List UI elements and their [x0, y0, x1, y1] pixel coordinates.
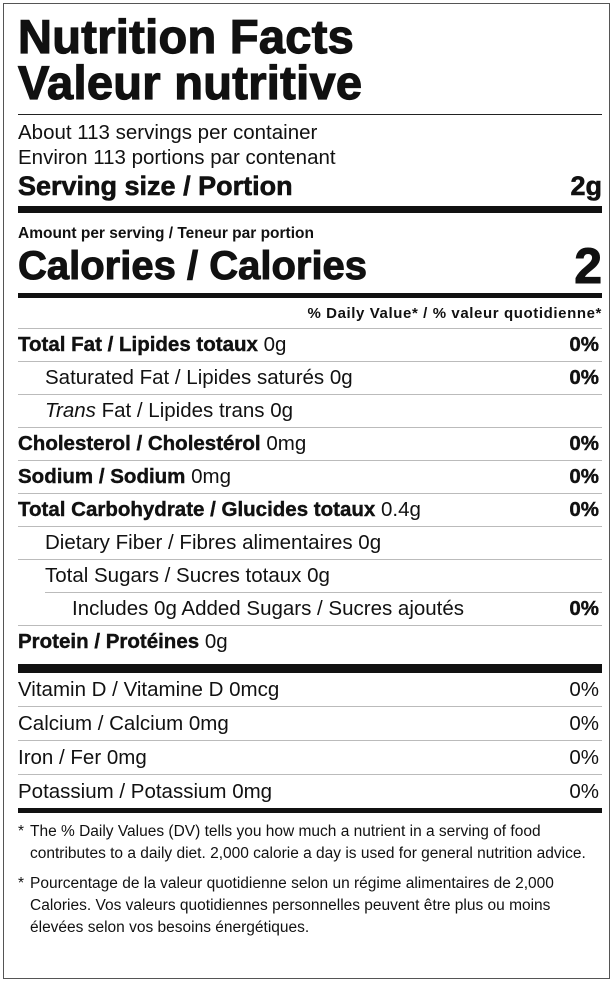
calories-value: 2: [574, 238, 603, 295]
nutrition-facts-label: Nutrition Facts Valeur nutritive About 1…: [17, 10, 603, 939]
footnote-text: The % Daily Values (DV) tells you how mu…: [30, 823, 586, 862]
footnote: * The % Daily Values (DV) tells you how m…: [18, 821, 602, 865]
label-border: [3, 3, 610, 979]
nutrient-amount: 0.4g: [381, 498, 421, 521]
nutrient-name: Cholesterol / Cholestérol: [18, 432, 261, 455]
thick-divider: [18, 808, 602, 813]
nutrient-row: Total Carbohydrate / Glucides totaux 0.4…: [18, 494, 602, 526]
vitamin-dv: 0%: [569, 711, 599, 735]
vitamin-row: Calcium / Calcium 0mg 0%: [18, 707, 602, 740]
nutrient-amount: 0g: [263, 333, 287, 356]
row-divider: [18, 774, 602, 775]
footnote-star: *: [18, 875, 25, 892]
title-en: Nutrition Facts: [17, 10, 355, 63]
nutrient-name: Includes 0g Added Sugars / Sucres ajouté…: [72, 597, 465, 620]
footnote-star: *: [18, 823, 25, 840]
thick-divider: [18, 206, 602, 213]
row-divider: [18, 427, 602, 428]
nutrient-amount: 0g: [307, 564, 330, 587]
nutrient-name: Dietary Fiber / Fibres alimentaires: [45, 531, 353, 554]
nutrient-dv: 0%: [569, 432, 599, 455]
row-divider: [45, 592, 602, 593]
serving-size-row: Serving size / Portion 2g: [18, 170, 603, 202]
nutrient-row: Includes 0g Added Sugars / Sucres ajouté…: [18, 593, 602, 625]
row-divider: [18, 706, 602, 707]
row-divider: [18, 559, 602, 560]
calories-label: Calories / Calories: [17, 243, 368, 288]
nutrient-dv: 0%: [569, 597, 599, 620]
amount-per-serving: Amount per serving / Teneur par portion: [18, 225, 314, 242]
nutrient-amount: 0mg: [266, 432, 307, 455]
vitamin-list: Vitamin D / Vitamine D 0mcg 0% Calcium / C…: [18, 673, 602, 808]
nutrient-name: Sodium / Sodium: [18, 465, 186, 488]
nutrient-dv: 0%: [569, 498, 599, 521]
footnote-text: Pourcentage de la valeur quotidienne sel…: [30, 875, 554, 936]
calories-row: Calories / Calories 2: [17, 238, 602, 295]
nutrient-dv: 0%: [569, 366, 599, 389]
nutrient-name: Total Carbohydrate / Glucides totaux: [18, 498, 376, 521]
footnotes: * The % Daily Values (DV) tells you how m…: [18, 821, 602, 939]
daily-value-header-text: % Daily Value* / % valeur quotidienne*: [307, 304, 602, 322]
thick-divider: [18, 664, 602, 673]
thick-divider: [18, 293, 602, 298]
servings-fr: Environ 113 portions par contenant: [18, 146, 336, 169]
row-divider: [18, 328, 602, 329]
nutrient-dv: 0%: [569, 333, 599, 356]
vitamin-row: Vitamin D / Vitamine D 0mcg 0%: [18, 673, 602, 706]
nutrient-dv: 0%: [569, 465, 599, 488]
row-divider: [18, 493, 602, 494]
vitamin-name: Potassium / Potassium 0mg: [18, 779, 273, 803]
nutrient-list: Total Fat / Lipides totaux 0g 0% Saturated…: [18, 328, 602, 658]
row-divider: [18, 394, 602, 395]
nutrient-amount: 0mg: [191, 465, 232, 488]
serving-size-value: 2g: [570, 170, 602, 201]
nutrient-row: Protein / Protéines 0g: [18, 626, 602, 658]
nutrient-row: Total Fat / Lipides totaux 0g 0%: [18, 329, 602, 361]
nutrient-name: Fat / Lipides trans: [101, 399, 265, 422]
servings-en: About 113 servings per container: [18, 121, 318, 144]
nutrient-name-italic: Trans: [45, 399, 96, 422]
vitamin-name: Calcium / Calcium 0mg: [18, 711, 229, 735]
vitamin-name: Iron / Fer 0mg: [18, 745, 147, 769]
nutrient-row: Trans Fat / Lipides trans 0g: [18, 395, 602, 427]
nutrient-row: Dietary Fiber / Fibres alimentaires 0g: [18, 527, 602, 559]
nutrient-row: Total Sugars / Sucres totaux 0g: [18, 560, 602, 592]
nutrient-row: Cholesterol / Cholestérol 0mg 0%: [18, 428, 602, 460]
vitamin-row: Iron / Fer 0mg 0%: [18, 741, 602, 774]
vitamin-dv: 0%: [569, 745, 599, 769]
vitamin-name: Vitamin D / Vitamine D 0mcg: [18, 677, 280, 701]
nutrient-name: Saturated Fat / Lipides saturés: [45, 366, 325, 389]
row-divider: [18, 526, 602, 527]
nutrient-name: Total Sugars / Sucres totaux: [45, 564, 302, 587]
vitamin-dv: 0%: [569, 779, 599, 803]
nutrient-name: Total Fat / Lipides totaux: [18, 333, 258, 356]
row-divider: [18, 740, 602, 741]
nutrient-amount: 0g: [358, 531, 382, 554]
title-fr: Valeur nutritive: [17, 56, 363, 109]
serving-size-label: Serving size / Portion: [18, 170, 293, 201]
daily-value-header: % Daily Value* / % valeur quotidienne*: [18, 298, 602, 328]
nutrient-row: Sodium / Sodium 0mg 0%: [18, 461, 602, 493]
vitamin-row: Potassium / Potassium 0mg 0%: [18, 775, 602, 808]
row-divider: [18, 460, 602, 461]
row-divider: [18, 361, 602, 362]
nutrient-name: Protein / Protéines: [18, 630, 200, 653]
row-divider: [18, 625, 602, 626]
nutrient-row: Saturated Fat / Lipides saturés 0g 0%: [18, 362, 602, 394]
footnote: * Pourcentage de la valeur quotidienne se…: [18, 873, 602, 939]
nutrient-amount: 0g: [270, 399, 294, 422]
divider: [18, 114, 602, 115]
nutrient-amount: 0g: [204, 630, 228, 653]
nutrient-amount: 0g: [329, 366, 353, 389]
vitamin-dv: 0%: [569, 677, 599, 701]
